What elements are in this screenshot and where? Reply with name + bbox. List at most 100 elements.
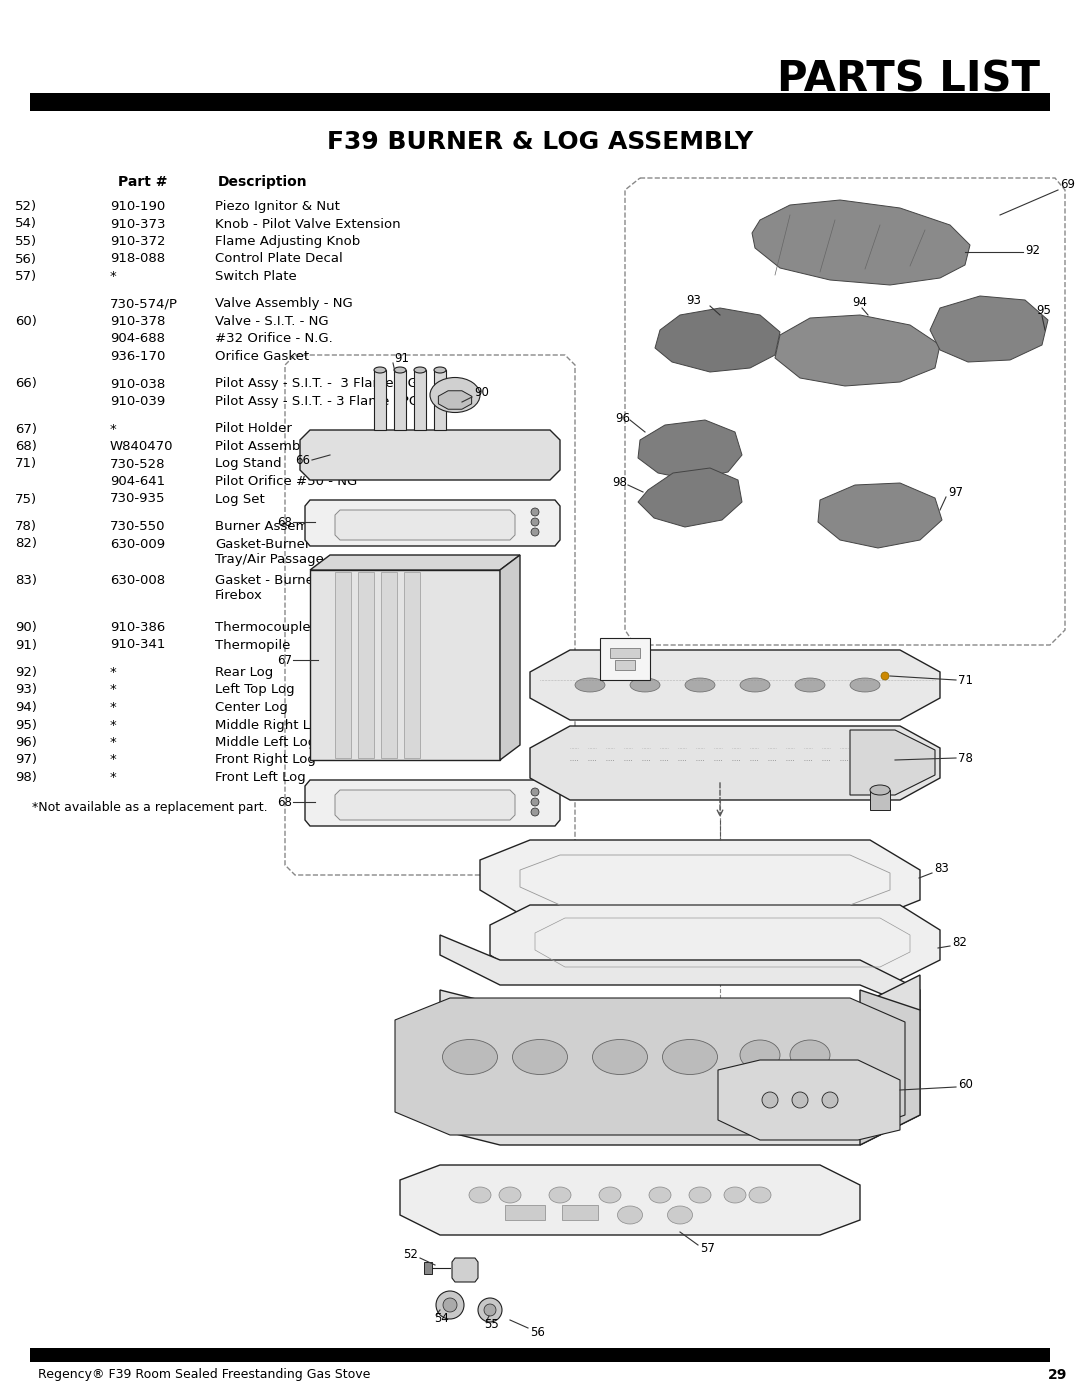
Polygon shape xyxy=(335,789,515,820)
Polygon shape xyxy=(615,659,635,671)
Polygon shape xyxy=(638,420,742,481)
Polygon shape xyxy=(300,430,561,481)
Ellipse shape xyxy=(499,1187,521,1203)
Polygon shape xyxy=(434,370,446,430)
Text: Pilot Holder: Pilot Holder xyxy=(215,422,292,436)
Polygon shape xyxy=(438,391,472,409)
Polygon shape xyxy=(395,997,905,1134)
Polygon shape xyxy=(305,780,561,826)
Circle shape xyxy=(531,518,539,527)
Ellipse shape xyxy=(850,678,880,692)
Polygon shape xyxy=(335,510,515,541)
Ellipse shape xyxy=(414,367,426,373)
Ellipse shape xyxy=(618,1206,643,1224)
Text: Log Stand: Log Stand xyxy=(215,457,282,471)
Text: 71: 71 xyxy=(958,673,973,686)
Text: 82: 82 xyxy=(951,936,967,949)
Text: 904-641: 904-641 xyxy=(110,475,165,488)
Polygon shape xyxy=(870,789,890,810)
Polygon shape xyxy=(310,570,500,760)
Circle shape xyxy=(531,798,539,806)
Text: 90: 90 xyxy=(474,386,489,398)
Polygon shape xyxy=(440,935,920,1010)
Text: 66: 66 xyxy=(295,454,310,467)
Text: 96: 96 xyxy=(615,412,630,425)
Text: 56: 56 xyxy=(530,1326,545,1338)
Text: Thermopile: Thermopile xyxy=(215,638,291,651)
Text: 730-528: 730-528 xyxy=(110,457,165,471)
Polygon shape xyxy=(394,370,406,430)
Text: Middle Right Log: Middle Right Log xyxy=(215,718,326,732)
Ellipse shape xyxy=(750,1187,771,1203)
Text: 910-373: 910-373 xyxy=(110,218,165,231)
Ellipse shape xyxy=(689,1187,711,1203)
Polygon shape xyxy=(500,555,519,760)
Text: 97: 97 xyxy=(948,486,963,499)
Text: 55: 55 xyxy=(484,1319,499,1331)
Text: Flame Adjusting Knob: Flame Adjusting Knob xyxy=(215,235,361,249)
Text: 94): 94) xyxy=(15,701,37,714)
Text: 67): 67) xyxy=(15,422,37,436)
Ellipse shape xyxy=(430,377,480,412)
Text: Valve - S.I.T. - NG: Valve - S.I.T. - NG xyxy=(215,314,328,328)
Ellipse shape xyxy=(513,1039,567,1074)
Text: *: * xyxy=(110,666,117,679)
Text: Control Plate Decal: Control Plate Decal xyxy=(215,253,342,265)
Text: 83: 83 xyxy=(934,862,948,875)
Text: Thermocouple: Thermocouple xyxy=(215,622,311,634)
Text: Rear Log: Rear Log xyxy=(215,666,273,679)
Text: 75): 75) xyxy=(15,493,37,506)
Text: *: * xyxy=(110,422,117,436)
Text: 910-039: 910-039 xyxy=(110,395,165,408)
Ellipse shape xyxy=(685,678,715,692)
Text: Front Left Log: Front Left Log xyxy=(215,771,306,784)
Ellipse shape xyxy=(662,1039,717,1074)
Ellipse shape xyxy=(469,1187,491,1203)
Circle shape xyxy=(531,528,539,536)
Ellipse shape xyxy=(667,1206,692,1224)
Text: 93): 93) xyxy=(15,683,37,697)
Ellipse shape xyxy=(795,678,825,692)
Polygon shape xyxy=(600,638,650,680)
Text: Pilot Assy - S.I.T. -  3 Flame NG: Pilot Assy - S.I.T. - 3 Flame NG xyxy=(215,377,418,391)
Polygon shape xyxy=(654,307,780,372)
Text: Pilot Assy - S.I.T. - 3 Flame LPG: Pilot Assy - S.I.T. - 3 Flame LPG xyxy=(215,395,419,408)
Text: Middle Left Log: Middle Left Log xyxy=(215,736,316,749)
Text: 52): 52) xyxy=(15,200,37,212)
Text: W840470: W840470 xyxy=(110,440,174,453)
Text: 54: 54 xyxy=(434,1312,449,1324)
Polygon shape xyxy=(530,726,940,800)
Text: 68): 68) xyxy=(15,440,37,453)
Bar xyxy=(30,1348,1050,1362)
Polygon shape xyxy=(357,571,374,759)
Text: #32 Orifice - N.G.: #32 Orifice - N.G. xyxy=(215,332,333,345)
Text: 57: 57 xyxy=(700,1242,715,1255)
Text: 936-170: 936-170 xyxy=(110,351,165,363)
Text: Burner Assembly: Burner Assembly xyxy=(215,520,328,534)
Text: 91: 91 xyxy=(394,352,409,365)
Text: Pilot Assembly Gasket: Pilot Assembly Gasket xyxy=(215,440,362,453)
Ellipse shape xyxy=(649,1187,671,1203)
Polygon shape xyxy=(505,1206,545,1220)
Polygon shape xyxy=(638,468,742,527)
Circle shape xyxy=(822,1092,838,1108)
Text: 95: 95 xyxy=(1036,303,1051,317)
Text: 730-550: 730-550 xyxy=(110,520,165,534)
Text: 60: 60 xyxy=(958,1078,973,1091)
Text: 92: 92 xyxy=(1025,243,1040,257)
Text: *: * xyxy=(110,753,117,767)
Text: Gasket-Burner
Tray/Air Passage: Gasket-Burner Tray/Air Passage xyxy=(215,538,324,566)
Text: Gasket - Burner Tray/
Firebox: Gasket - Burner Tray/ Firebox xyxy=(215,574,355,602)
Text: 910-378: 910-378 xyxy=(110,314,165,328)
Ellipse shape xyxy=(599,1187,621,1203)
Ellipse shape xyxy=(443,1039,498,1074)
Text: 68: 68 xyxy=(278,795,292,809)
Ellipse shape xyxy=(870,785,890,795)
Polygon shape xyxy=(775,314,940,386)
Text: 730-935: 730-935 xyxy=(110,493,165,506)
Text: Regency® F39 Room Sealed Freestanding Gas Stove: Regency® F39 Room Sealed Freestanding Ga… xyxy=(38,1368,370,1382)
Text: *: * xyxy=(110,736,117,749)
Polygon shape xyxy=(860,990,920,1146)
Polygon shape xyxy=(562,1206,598,1220)
Text: 630-008: 630-008 xyxy=(110,574,165,587)
